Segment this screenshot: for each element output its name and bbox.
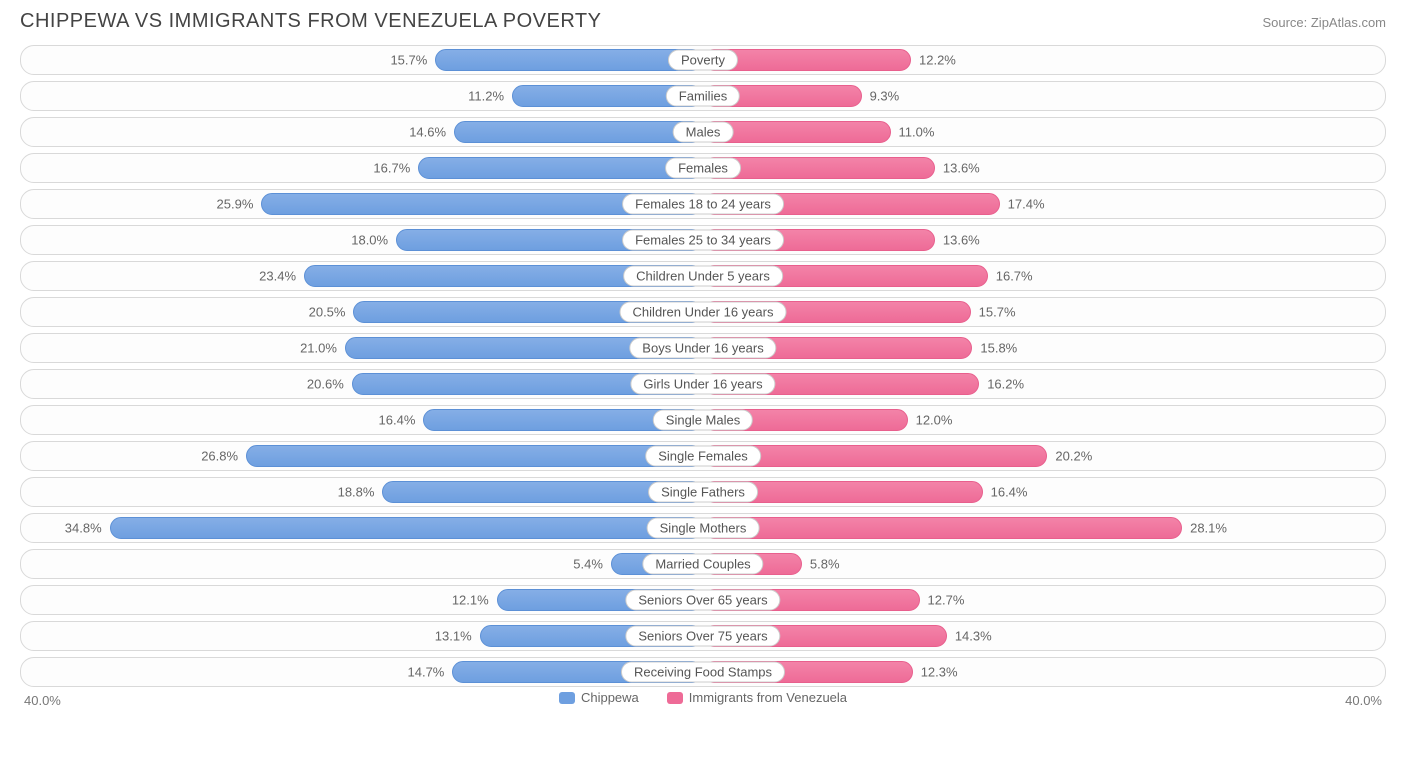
category-label: Females 25 to 34 years <box>622 230 784 251</box>
bar-left <box>110 517 703 539</box>
category-label: Females 18 to 24 years <box>622 194 784 215</box>
category-label: Seniors Over 65 years <box>625 590 780 611</box>
bar-right <box>703 517 1182 539</box>
value-right: 12.7% <box>928 593 965 608</box>
category-label: Boys Under 16 years <box>629 338 776 359</box>
legend-label-left: Chippewa <box>581 690 639 705</box>
diverging-bar-chart: 15.7%12.2%Poverty11.2%9.3%Families14.6%1… <box>20 45 1386 687</box>
value-left: 16.7% <box>373 161 410 176</box>
legend-item-left: Chippewa <box>559 690 639 705</box>
chart-row: 34.8% 28.1% Single Mothers <box>20 513 1386 543</box>
category-label: Males <box>673 122 734 143</box>
legend-item-right: Immigrants from Venezuela <box>667 690 847 705</box>
value-left: 25.9% <box>217 197 254 212</box>
chart-row: 11.2% 9.3% Families <box>20 81 1386 111</box>
value-right: 15.8% <box>980 341 1017 356</box>
value-right: 16.7% <box>996 269 1033 284</box>
chart-title: CHIPPEWA VS IMMIGRANTS FROM VENEZUELA PO… <box>20 10 601 33</box>
category-label: Seniors Over 75 years <box>625 626 780 647</box>
value-left: 11.2% <box>468 89 504 104</box>
value-right: 13.6% <box>943 233 980 248</box>
value-left: 34.8% <box>65 521 102 536</box>
category-label: Females <box>665 158 741 179</box>
value-left: 20.6% <box>307 377 344 392</box>
category-label: Families <box>666 86 740 107</box>
bar-left <box>418 157 703 179</box>
category-label: Children Under 5 years <box>623 266 783 287</box>
bar-left <box>435 49 703 71</box>
value-right: 28.1% <box>1190 521 1227 536</box>
value-left: 16.4% <box>379 413 416 428</box>
value-right: 12.3% <box>921 665 958 680</box>
chart-row: 18.8% 16.4% Single Fathers <box>20 477 1386 507</box>
value-left: 18.0% <box>351 233 388 248</box>
legend-swatch-right <box>667 692 683 704</box>
value-right: 20.2% <box>1055 449 1092 464</box>
chart-row: 20.6% 16.2% Girls Under 16 years <box>20 369 1386 399</box>
value-right: 12.0% <box>916 413 953 428</box>
chart-row: 15.7% 12.2% Poverty <box>20 45 1386 75</box>
chart-row: 23.4% 16.7% Children Under 5 years <box>20 261 1386 291</box>
category-label: Poverty <box>668 50 738 71</box>
bar-left <box>246 445 703 467</box>
chart-row: 16.7% 13.6% Females <box>20 153 1386 183</box>
chart-source: Source: ZipAtlas.com <box>1262 15 1386 30</box>
chart-row: 26.8% 20.2% Single Females <box>20 441 1386 471</box>
chart-row: 5.4% 5.8% Married Couples <box>20 549 1386 579</box>
chart-row: 12.1% 12.7% Seniors Over 65 years <box>20 585 1386 615</box>
value-right: 17.4% <box>1008 197 1045 212</box>
value-left: 5.4% <box>573 557 603 572</box>
category-label: Receiving Food Stamps <box>621 662 785 683</box>
chart-row: 14.7% 12.3% Receiving Food Stamps <box>20 657 1386 687</box>
value-right: 13.6% <box>943 161 980 176</box>
value-right: 14.3% <box>955 629 992 644</box>
value-left: 21.0% <box>300 341 337 356</box>
chart-row: 20.5% 15.7% Children Under 16 years <box>20 297 1386 327</box>
value-left: 13.1% <box>435 629 472 644</box>
category-label: Single Males <box>653 410 753 431</box>
value-right: 16.4% <box>991 485 1028 500</box>
chart-header: CHIPPEWA VS IMMIGRANTS FROM VENEZUELA PO… <box>20 10 1386 33</box>
value-right: 9.3% <box>870 89 900 104</box>
chart-row: 13.1% 14.3% Seniors Over 75 years <box>20 621 1386 651</box>
value-left: 14.7% <box>408 665 445 680</box>
value-left: 15.7% <box>390 53 427 68</box>
category-label: Single Fathers <box>648 482 758 503</box>
value-left: 20.5% <box>309 305 346 320</box>
axis-left-max: 40.0% <box>24 693 61 708</box>
chart-row: 16.4% 12.0% Single Males <box>20 405 1386 435</box>
chart-row: 14.6% 11.0% Males <box>20 117 1386 147</box>
value-right: 12.2% <box>919 53 956 68</box>
value-right: 11.0% <box>899 125 935 140</box>
value-left: 12.1% <box>452 593 489 608</box>
chart-row: 21.0% 15.8% Boys Under 16 years <box>20 333 1386 363</box>
axis-right-max: 40.0% <box>1345 693 1382 708</box>
legend-label-right: Immigrants from Venezuela <box>689 690 847 705</box>
category-label: Married Couples <box>642 554 763 575</box>
chart-row: 25.9% 17.4% Females 18 to 24 years <box>20 189 1386 219</box>
chart-row: 18.0% 13.6% Females 25 to 34 years <box>20 225 1386 255</box>
value-left: 18.8% <box>338 485 375 500</box>
value-left: 26.8% <box>201 449 238 464</box>
value-right: 15.7% <box>979 305 1016 320</box>
value-right: 16.2% <box>987 377 1024 392</box>
category-label: Children Under 16 years <box>620 302 787 323</box>
legend-swatch-left <box>559 692 575 704</box>
value-right: 5.8% <box>810 557 840 572</box>
category-label: Single Mothers <box>647 518 760 539</box>
category-label: Girls Under 16 years <box>630 374 775 395</box>
legend: Chippewa Immigrants from Venezuela <box>20 690 1386 705</box>
category-label: Single Females <box>645 446 761 467</box>
value-left: 23.4% <box>259 269 296 284</box>
bar-left <box>454 121 703 143</box>
value-left: 14.6% <box>409 125 446 140</box>
